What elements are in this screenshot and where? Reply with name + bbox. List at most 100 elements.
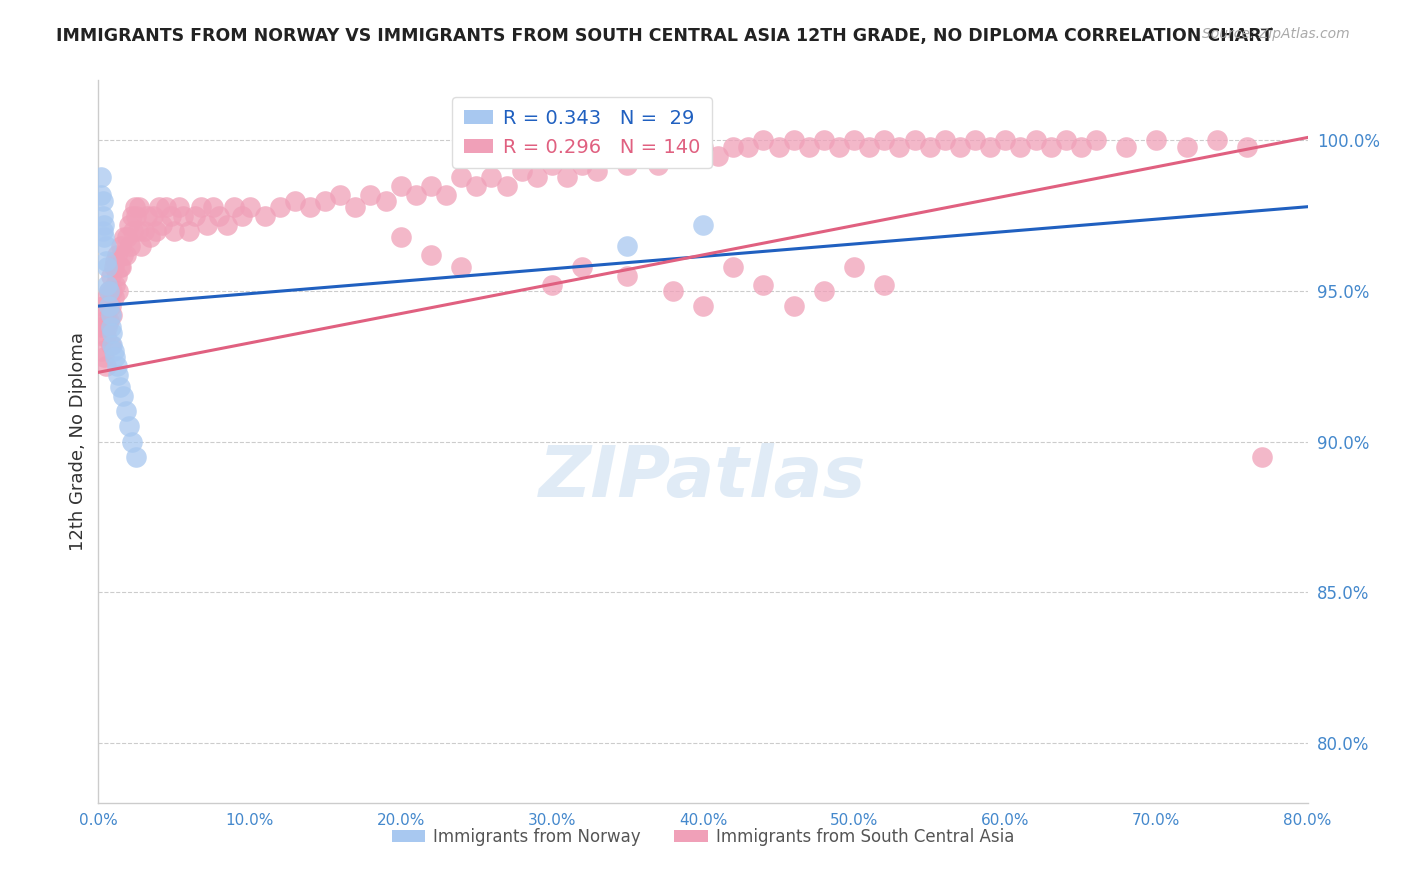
Point [94, 239, 117, 253]
Point [100, 308, 122, 322]
Point [616, 158, 638, 172]
Point [676, 148, 699, 162]
Point [602, 148, 624, 162]
Point [91, 299, 114, 313]
Text: Source: ZipAtlas.com: Source: ZipAtlas.com [1202, 27, 1350, 41]
Point [118, 218, 141, 232]
Point [1175, 139, 1198, 153]
Point [98, 284, 121, 298]
Point [1054, 134, 1077, 148]
Point [163, 224, 186, 238]
Point [661, 284, 683, 298]
Point [224, 200, 246, 214]
Point [98, 299, 121, 313]
Point [93, 314, 115, 328]
Point [96, 290, 118, 304]
Point [692, 139, 714, 153]
Point [132, 224, 155, 238]
Point [145, 224, 167, 238]
Point [723, 139, 745, 153]
Point [752, 278, 775, 293]
Point [98, 314, 121, 328]
Point [93, 218, 115, 232]
Point [647, 158, 669, 172]
Point [873, 278, 896, 293]
Point [434, 187, 457, 202]
Point [121, 434, 143, 449]
Point [208, 209, 231, 223]
Point [420, 178, 443, 193]
Point [481, 169, 503, 184]
Point [104, 278, 127, 293]
Point [127, 224, 149, 238]
Point [797, 139, 820, 153]
Y-axis label: 12th Grade, No Diploma: 12th Grade, No Diploma [69, 332, 87, 551]
Point [101, 338, 124, 352]
Point [122, 224, 145, 238]
Point [125, 450, 148, 464]
Point [104, 351, 127, 365]
Point [91, 224, 114, 238]
Point [90, 169, 112, 184]
Point [120, 239, 142, 253]
Point [828, 139, 851, 153]
Point [121, 209, 143, 223]
Point [661, 139, 683, 153]
Point [90, 320, 112, 334]
Point [692, 218, 714, 232]
Point [94, 254, 117, 268]
Point [98, 284, 121, 298]
Point [571, 260, 593, 274]
Point [155, 200, 177, 214]
Point [1039, 139, 1062, 153]
Point [873, 134, 896, 148]
Point [586, 163, 609, 178]
Point [148, 200, 170, 214]
Point [752, 134, 775, 148]
Point [135, 209, 157, 223]
Point [723, 260, 745, 274]
Point [813, 284, 835, 298]
Point [465, 178, 488, 193]
Point [103, 290, 125, 304]
Point [631, 148, 654, 162]
Point [195, 218, 218, 232]
Point [100, 338, 122, 352]
Point [94, 359, 117, 374]
Point [405, 187, 427, 202]
Point [450, 260, 472, 274]
Point [101, 308, 124, 322]
Point [91, 329, 114, 343]
Point [129, 239, 152, 253]
Point [314, 194, 336, 208]
Point [616, 239, 638, 253]
Point [150, 218, 173, 232]
Point [179, 224, 201, 238]
Point [1085, 134, 1108, 148]
Point [96, 278, 118, 293]
Point [172, 209, 194, 223]
Point [111, 248, 134, 262]
Point [96, 260, 118, 274]
Point [526, 169, 548, 184]
Point [918, 139, 941, 153]
Point [114, 404, 136, 418]
Point [93, 230, 115, 244]
Point [104, 254, 127, 268]
Point [124, 200, 146, 214]
Point [93, 351, 115, 365]
Point [184, 209, 207, 223]
Point [190, 200, 212, 214]
Point [389, 178, 412, 193]
Point [1236, 139, 1258, 153]
Point [125, 209, 148, 223]
Point [844, 134, 866, 148]
Point [360, 187, 382, 202]
Point [105, 359, 128, 374]
Point [91, 194, 114, 208]
Point [101, 326, 124, 341]
Point [103, 260, 125, 274]
Point [108, 380, 131, 394]
Point [90, 187, 112, 202]
Point [91, 209, 114, 223]
